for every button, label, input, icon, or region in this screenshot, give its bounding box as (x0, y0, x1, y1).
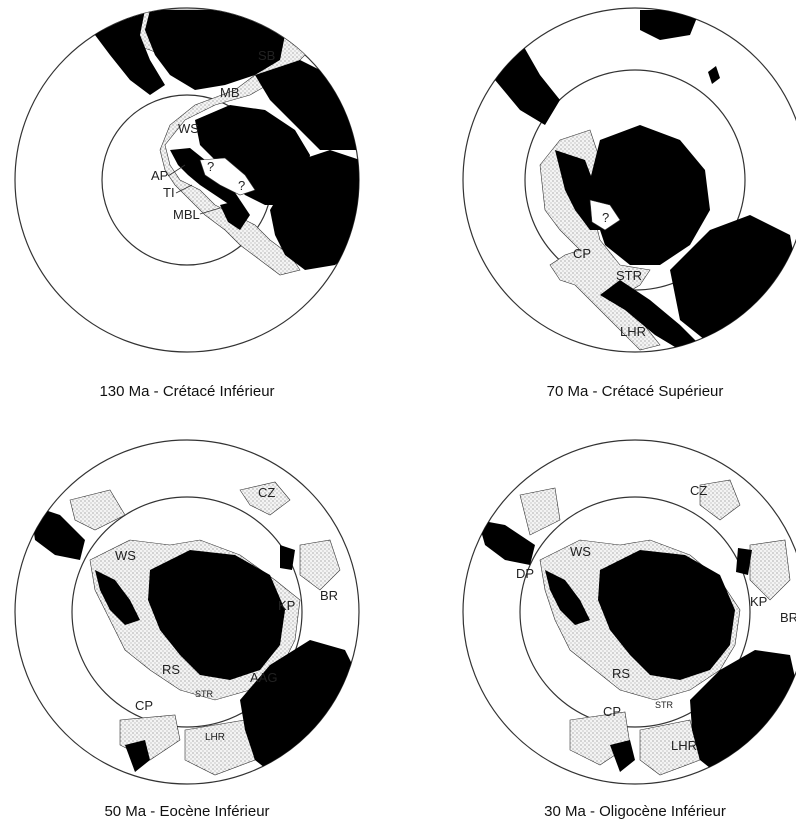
inner-circle (519, 496, 751, 728)
map-label: DP (516, 566, 534, 581)
map-label: CP (573, 246, 591, 261)
landmass-south-america (478, 520, 535, 565)
map-label: KP (750, 594, 767, 609)
panel-caption: 70 Ma - Crétacé Supérieur (547, 383, 724, 400)
map-label: KP (278, 598, 295, 613)
ice-unknown-area (589, 199, 621, 231)
map-label: RS (612, 666, 630, 681)
map-label: MB (220, 85, 240, 100)
map-label: LHR (620, 324, 646, 339)
map-label: STR (195, 689, 214, 699)
panel-30ma: CZ WS DP KP BR RS STR CP LHR 30 Ma - Oli… (462, 439, 796, 820)
landmass-new-zealand (600, 280, 700, 350)
landmass-antarctic-peninsula (95, 570, 140, 625)
ice-unknown-area (199, 157, 256, 196)
map-label: STR (655, 700, 674, 710)
map-label: CP (603, 704, 621, 719)
map-label: SB (258, 48, 275, 63)
map-label: STR (616, 268, 642, 283)
landmass-south-america (80, 10, 165, 95)
map-label: AAG (250, 670, 277, 685)
continental-shelf-fragments (69, 481, 341, 776)
landmass-small-fragment (736, 548, 752, 575)
map-label: LHR (671, 738, 697, 753)
map-label: BR (320, 588, 338, 603)
map-label: BR (780, 610, 796, 625)
map-label: WS (570, 544, 591, 559)
map-label: RS (162, 662, 180, 677)
map-label: TI (163, 185, 175, 200)
landmass-marie-byrd (220, 200, 250, 230)
landmass-antarctic-peninsula (545, 570, 590, 625)
landmass-africa (640, 10, 700, 40)
landmass-small-island (708, 66, 720, 84)
panel-50ma: CZ WS KP BR RS AAG STR CP LHR 50 Ma - Eo… (14, 439, 360, 820)
map-label: WS (115, 548, 136, 563)
landmass-australia (270, 150, 359, 270)
landmass-africa (145, 10, 285, 90)
map-label: AP (151, 168, 168, 183)
leader-line (167, 164, 186, 177)
landmass-new-zealand (125, 740, 150, 772)
landmass-antarctic-peninsula (170, 148, 240, 205)
landmass-new-zealand (610, 740, 635, 772)
map-label: ? (238, 178, 245, 193)
landmass-small-fragment (280, 545, 295, 570)
panel-caption: 30 Ma - Oligocène Inférieur (544, 803, 726, 820)
panel-caption: 130 Ma - Crétacé Inférieur (99, 383, 274, 400)
map-label: ? (602, 210, 609, 225)
leader-line (175, 184, 193, 194)
landmass-antarctica (148, 550, 285, 680)
panel-caption: 50 Ma - Eocène Inférieur (104, 803, 269, 820)
map-label: LHR (205, 732, 225, 743)
map-label: CZ (690, 483, 707, 498)
inner-circle (71, 496, 303, 728)
landmass-antarctica (598, 550, 735, 680)
map-label: WS (178, 121, 199, 136)
panel-70ma: ? CP STR LHR 70 Ma - Crétacé Supérieur (462, 7, 796, 400)
map-label: CP (135, 698, 153, 713)
landmass-antarctica (590, 125, 710, 265)
leader-line (199, 207, 221, 215)
landmass-south-america (30, 505, 85, 560)
landmass-antarctica (195, 105, 310, 205)
map-label: CZ (258, 485, 275, 500)
panel-130ma: SB MB WS AP TI MBL ? ? 130 Ma - Crétacé … (14, 7, 360, 400)
map-label: ? (207, 159, 214, 174)
continental-shelf-fragments (519, 479, 791, 776)
map-label: MBL (173, 207, 200, 222)
